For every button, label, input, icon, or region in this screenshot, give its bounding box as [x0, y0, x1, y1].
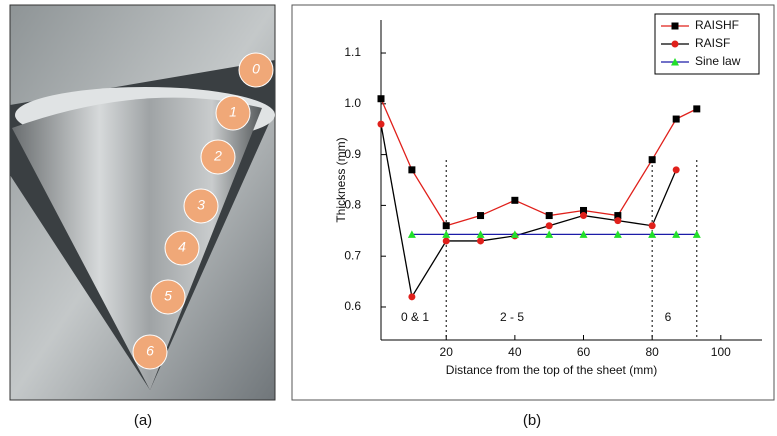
point: [477, 212, 484, 219]
point: [408, 166, 415, 173]
annotation: 0 & 1: [401, 310, 429, 324]
point: [649, 156, 656, 163]
y-tick-label: 0.7: [344, 248, 361, 262]
point: [378, 95, 385, 102]
y-axis-label: Thickness (mm): [334, 137, 348, 222]
point: [649, 222, 656, 229]
point: [477, 237, 484, 244]
y-tick-label: 1.1: [344, 45, 361, 59]
point: [673, 166, 680, 173]
figure: 0123456 (a) (b) 0.60.70.80.91.01.1204060…: [0, 0, 777, 436]
marker-label: 0: [252, 61, 260, 77]
legend-label: RAISHF: [695, 18, 739, 32]
x-tick-label: 20: [440, 345, 454, 359]
legend-label: RAISF: [695, 36, 730, 50]
x-tick-label: 60: [577, 345, 591, 359]
point: [673, 116, 680, 123]
panel-label: (a): [134, 412, 152, 429]
x-axis-label: Distance from the top of the sheet (mm): [446, 363, 657, 377]
annotation: 6: [665, 310, 672, 324]
legend-marker: [672, 23, 679, 30]
point: [693, 105, 700, 112]
legend-marker: [672, 41, 679, 48]
panel-label: (b): [523, 412, 541, 429]
point: [511, 197, 518, 204]
point: [408, 293, 415, 300]
marker-label: 5: [164, 288, 172, 304]
marker-label: 6: [146, 343, 154, 359]
series-line: [381, 124, 676, 297]
y-tick-label: 0.6: [344, 299, 361, 313]
x-tick-label: 100: [711, 345, 731, 359]
marker-label: 1: [229, 104, 237, 120]
point: [443, 237, 450, 244]
legend-label: Sine law: [695, 54, 741, 68]
y-tick-label: 1.0: [344, 96, 361, 110]
point: [546, 212, 553, 219]
marker-label: 4: [178, 239, 186, 255]
point: [378, 121, 385, 128]
point: [443, 222, 450, 229]
point: [614, 217, 621, 224]
point: [580, 212, 587, 219]
x-tick-label: 80: [645, 345, 659, 359]
x-tick-label: 40: [508, 345, 522, 359]
marker-label: 2: [213, 148, 222, 164]
point: [546, 222, 553, 229]
marker-label: 3: [197, 197, 205, 213]
annotation: 2 - 5: [500, 310, 524, 324]
